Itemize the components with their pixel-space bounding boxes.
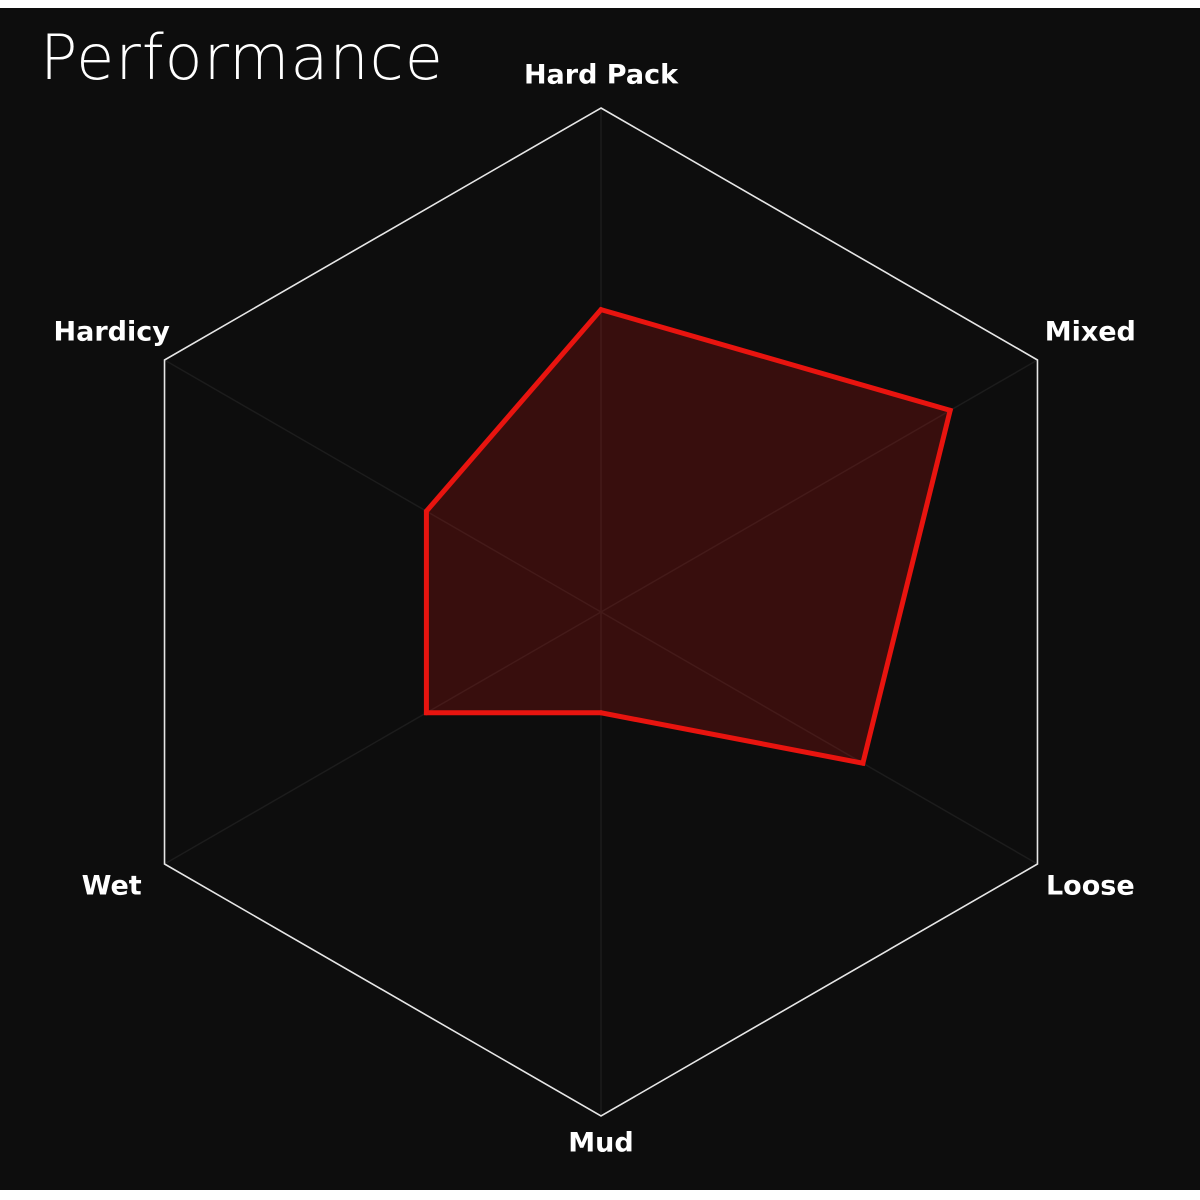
data-vertex (860, 760, 866, 766)
data-vertex (598, 710, 604, 716)
data-vertex (598, 307, 604, 313)
axis-label: Mixed (1045, 317, 1136, 348)
spoke (164, 611, 602, 865)
spoke (600, 359, 1038, 613)
axis-label: Hard Pack (524, 60, 679, 91)
axis-label: Mud (568, 1128, 633, 1159)
axis-label: Wet (82, 871, 142, 902)
spoke (600, 611, 1038, 865)
chart-title: Performance (40, 21, 444, 94)
data-vertex (423, 508, 429, 514)
spoke (164, 359, 602, 613)
axis-label: Hardicy (54, 317, 171, 348)
axis-label: Loose (1046, 871, 1135, 902)
data-vertex (947, 407, 953, 413)
outer-frame (163, 107, 1039, 1117)
chart-background (0, 8, 1200, 1190)
data-vertex (423, 710, 429, 716)
